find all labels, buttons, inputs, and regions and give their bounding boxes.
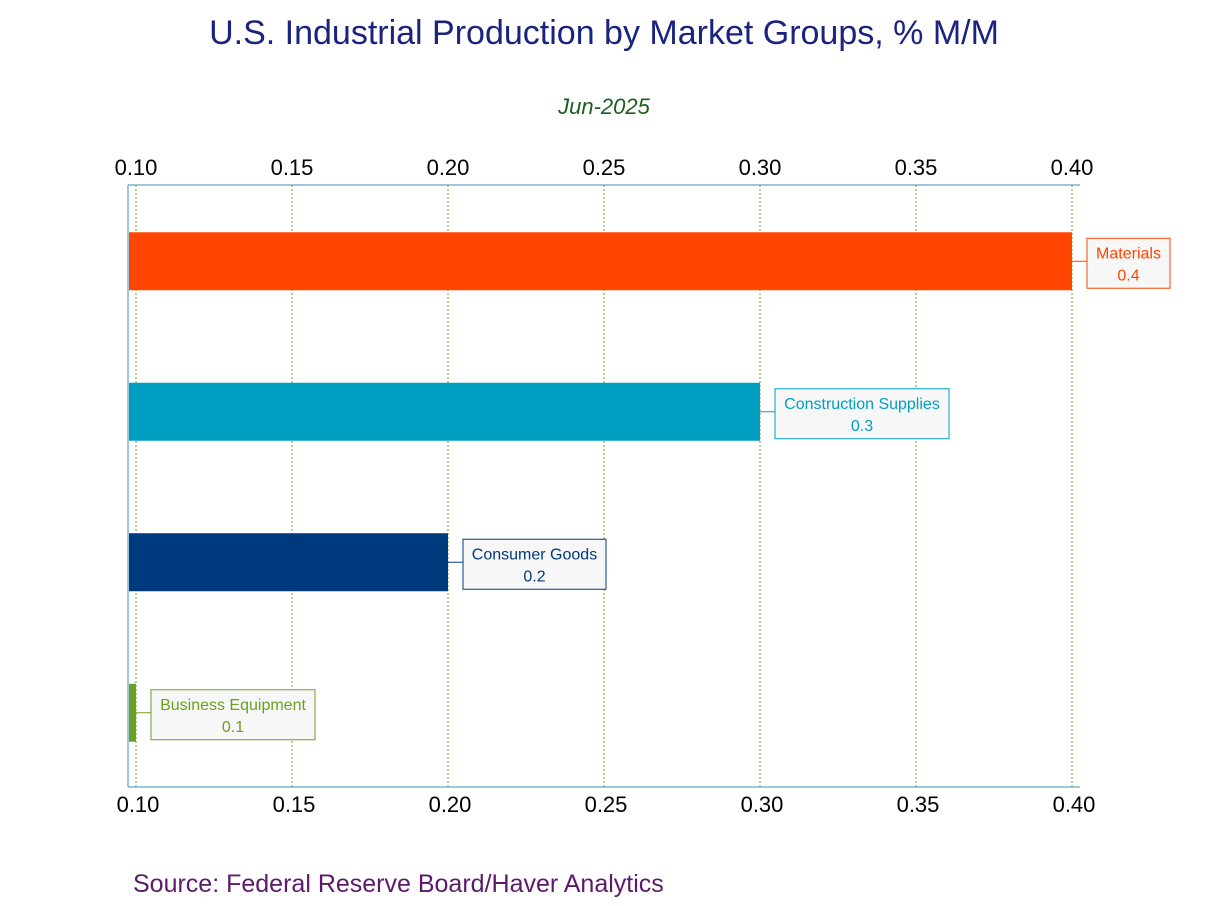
callout-box xyxy=(774,388,950,440)
x-tick-label-bottom: 0.20 xyxy=(429,792,472,817)
callout-value-label: 0.2 xyxy=(523,568,545,585)
bar-materials xyxy=(129,232,1072,291)
x-tick-label-bottom: 0.25 xyxy=(585,792,628,817)
x-tick-label-top: 0.10 xyxy=(115,155,158,180)
bar-callouts: Materials 0.4 Construction Supplies 0.3 Cons… xyxy=(136,237,1171,741)
callout-category-label: Business Equipment xyxy=(160,697,306,714)
callout-value-label: 0.4 xyxy=(1117,267,1139,284)
x-tick-label-top: 0.15 xyxy=(271,155,314,180)
callout-value-label: 0.1 xyxy=(222,719,244,736)
callout-category-label: Materials xyxy=(1096,245,1161,262)
callout-box xyxy=(150,689,316,741)
bar-construction-supplies xyxy=(129,382,760,441)
x-tick-label-top: 0.35 xyxy=(895,155,938,180)
x-tick-label-bottom: 0.30 xyxy=(741,792,784,817)
callout-box xyxy=(1086,237,1171,289)
chart-title: U.S. Industrial Production by Market Gro… xyxy=(209,14,999,52)
callout-category-label: Construction Supplies xyxy=(784,396,940,413)
x-tick-label-top: 0.30 xyxy=(739,155,782,180)
bottom-x-axis-ticks: 0.10 0.15 0.20 0.25 0.30 0.35 0.40 xyxy=(117,792,1096,817)
chart-subtitle: Jun-2025 xyxy=(558,94,650,119)
plot-frame xyxy=(127,184,1080,788)
x-tick-label-top: 0.40 xyxy=(1051,155,1094,180)
x-tick-label-top: 0.20 xyxy=(427,155,470,180)
x-tick-label-bottom: 0.10 xyxy=(117,792,160,817)
x-tick-label-bottom: 0.35 xyxy=(897,792,940,817)
source-note: Source: Federal Reserve Board/Haver Anal… xyxy=(133,870,664,898)
bar-business-equipment xyxy=(129,683,136,742)
bar-consumer-goods xyxy=(129,533,448,592)
top-x-axis-ticks: 0.10 0.15 0.20 0.25 0.30 0.35 0.40 xyxy=(115,155,1094,180)
callout-category-label: Consumer Goods xyxy=(472,546,597,563)
bars xyxy=(129,232,1072,742)
x-tick-label-bottom: 0.40 xyxy=(1053,792,1096,817)
x-tick-label-bottom: 0.15 xyxy=(273,792,316,817)
x-tick-label-top: 0.25 xyxy=(583,155,626,180)
callout-box xyxy=(462,538,607,590)
callout-value-label: 0.3 xyxy=(851,418,873,435)
